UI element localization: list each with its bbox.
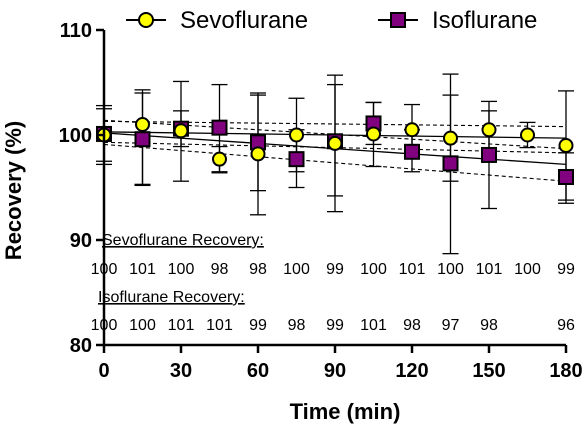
- sevoflurane-point: [558, 138, 574, 153]
- sevoflurane-point: [289, 127, 304, 143]
- x-tick-label: 60: [247, 360, 269, 382]
- plot-area: [96, 73, 574, 255]
- sevoflurane-recovery-value: 100: [514, 261, 541, 278]
- x-tick-label: 150: [472, 360, 505, 382]
- sevoflurane-point: [520, 127, 535, 143]
- isoflurane-point: [134, 131, 151, 148]
- sevoflurane-recovery-value: 100: [437, 261, 464, 278]
- isoflurane-point: [442, 155, 459, 172]
- isoflurane-recovery-value: 100: [129, 317, 156, 334]
- isoflurane-point: [288, 151, 305, 168]
- sevoflurane-recovery-value: 98: [249, 261, 267, 278]
- isoflurane-legend-marker: [390, 12, 406, 28]
- isoflurane-recovery-value: 96: [557, 317, 575, 334]
- sevoflurane-legend-label: Sevoflurane: [180, 7, 308, 34]
- isoflurane-recovery-heading: Isoflurane Recovery:: [98, 289, 245, 306]
- isoflurane-recovery-value: 98: [403, 317, 421, 334]
- sevoflurane-recovery-value: 101: [399, 261, 426, 278]
- isoflurane-recovery-value: 98: [288, 317, 306, 334]
- isoflurane-recovery-value: 101: [168, 317, 195, 334]
- y-axis-title: Recovery (%): [1, 121, 26, 260]
- sevoflurane-point: [173, 123, 189, 139]
- sevoflurane-recovery-value: 101: [129, 261, 156, 278]
- x-tick-label: 90: [324, 360, 346, 382]
- y-tick-label: 80: [70, 335, 92, 357]
- y-tick-label: 100: [59, 125, 92, 147]
- sevoflurane-point: [327, 135, 343, 151]
- x-tick-label: 120: [395, 360, 428, 382]
- isoflurane-recovery-value: 99: [249, 317, 267, 334]
- sevoflurane-point: [481, 122, 497, 138]
- isoflurane-point: [211, 119, 228, 136]
- isoflurane-recovery-value: 98: [480, 317, 498, 334]
- recovery-table: Sevoflurane Recovery: 100 101 100 98 98 100 99 1…: [91, 232, 575, 334]
- isoflurane-point: [558, 169, 574, 185]
- isoflurane-recovery-value: 99: [326, 317, 344, 334]
- sevoflurane-point: [366, 126, 381, 142]
- sevoflurane-recovery-value: 101: [476, 261, 503, 278]
- sevoflurane-point: [212, 151, 227, 167]
- isoflurane-recovery-value: 100: [91, 317, 118, 334]
- sevoflurane-legend-marker: [138, 12, 154, 28]
- sevoflurane-recovery-value: 98: [211, 261, 229, 278]
- y-tick-label: 110: [60, 20, 92, 42]
- x-tick-label: 0: [98, 360, 109, 382]
- sevoflurane-point: [135, 117, 150, 132]
- isoflurane-point: [481, 146, 497, 163]
- x-axis-title: Time (min): [290, 399, 401, 424]
- x-tick-label: 30: [170, 360, 192, 382]
- x-tick-label: 180: [549, 360, 582, 382]
- sevoflurane-recovery-value: 100: [283, 261, 310, 278]
- sevoflurane-point: [443, 130, 458, 146]
- sevoflurane-recovery-value: 100: [91, 261, 118, 278]
- legend: Sevoflurane Isoflurane: [126, 7, 537, 34]
- sevoflurane-point: [404, 122, 420, 138]
- isoflurane-recovery-value: 97: [442, 317, 460, 334]
- isoflurane-point: [404, 143, 420, 160]
- y-tick-label: 90: [70, 230, 92, 252]
- sevoflurane-recovery-value: 100: [168, 261, 195, 278]
- isoflurane-recovery-value: 101: [206, 317, 233, 334]
- axes: 80 90 100 110 0 30 60 90 120 150 180 Time (min) Reco…: [1, 20, 583, 424]
- isoflurane-legend-label: Isoflurane: [432, 7, 537, 34]
- sevoflurane-recovery-value: 99: [326, 261, 344, 278]
- sevoflurane-recovery-heading: Sevoflurane Recovery:: [102, 232, 264, 249]
- sevoflurane-point: [250, 146, 266, 162]
- sevoflurane-recovery-value: 99: [557, 261, 575, 278]
- sevoflurane-recovery-value: 100: [360, 261, 387, 278]
- isoflurane-recovery-value: 101: [360, 317, 387, 334]
